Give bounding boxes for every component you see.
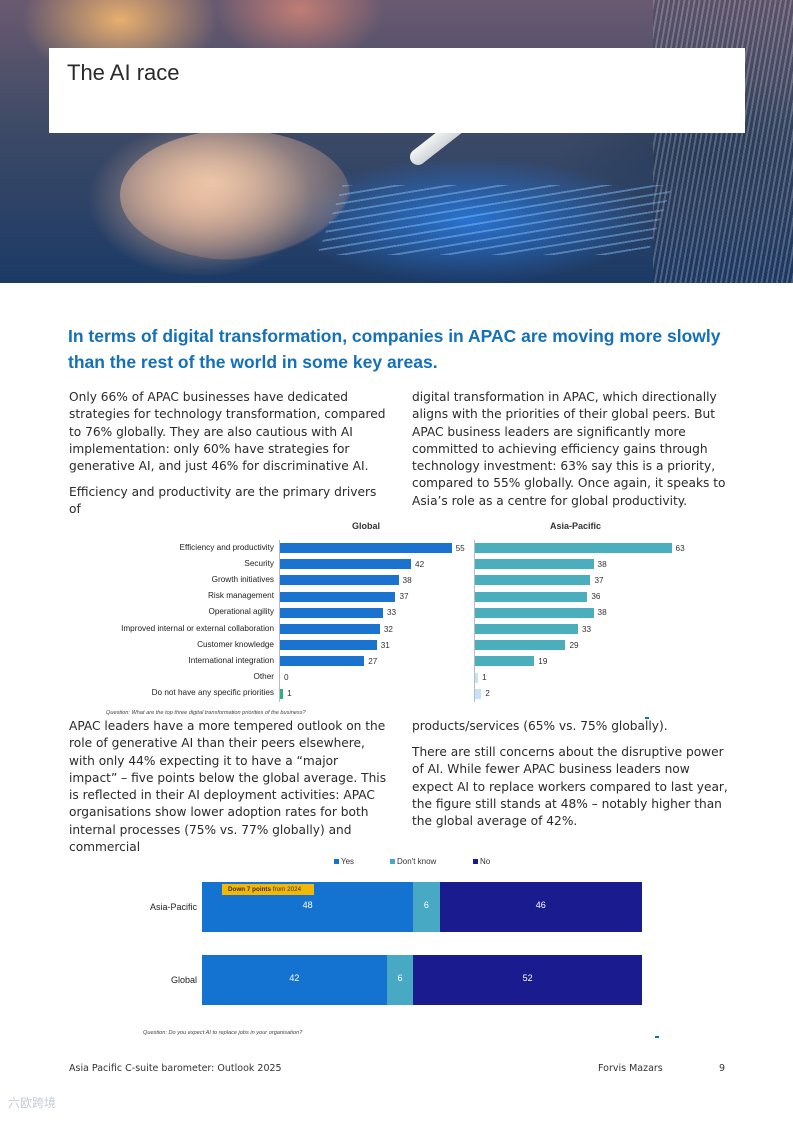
legend-dont-know-label: Don't know [397,857,437,866]
bar-value-global: 1 [287,689,292,699]
segment-value: 42 [289,973,300,983]
change-badge-bold: Down 7 points [228,886,272,893]
segment-value: 6 [397,973,403,983]
chart1-axis-global [279,540,280,702]
bar-global [280,559,412,570]
title-box: The AI race [49,48,745,133]
change-badge: Down 7 points from 2024 [222,884,314,895]
chart1-question: Question: What are the top three digital… [106,710,306,716]
segment-value: 46 [535,900,546,910]
footer-report-title: Asia Pacific C-suite barometer: Outlook … [69,1063,282,1074]
category-label: Do not have any specific priorities [151,688,274,698]
bar-apac [475,559,594,570]
bar-global [280,575,399,586]
category-label: Improved internal or external collaborat… [121,623,274,633]
row-label-global: Global [170,975,197,985]
bar-global [280,543,452,553]
bar-value-global: 31 [380,640,390,650]
legend-no: No [473,857,490,866]
bar-value-global: 32 [383,624,393,634]
change-badge-rest: from 2024 [271,886,302,893]
bar-value-global: 37 [399,592,409,602]
bar-value-global: 0 [284,673,289,683]
legend-yes: Yes [334,857,354,866]
legend-no-label: No [480,857,491,866]
bar-value-apac: 63 [675,543,685,553]
stacked-segment: 6 [413,882,440,932]
category-label: International integration [188,655,274,665]
hero-image [0,0,793,283]
headline: In terms of digital transformation, comp… [68,326,721,372]
row-label-apac: Asia-Pacific [149,902,197,912]
bar-value-apac: 36 [591,592,601,602]
bar-value-global: 42 [415,559,425,569]
bar-value-global: 38 [402,575,412,585]
legend-yes-swatch [334,859,339,864]
category-label: Other [253,672,274,682]
bar-apac [475,543,672,553]
chart1-title-apac: Asia-Pacific [550,521,602,531]
bar-global [280,640,377,651]
footer-brand: Forvis Mazars [598,1063,663,1074]
bar-global [280,656,365,667]
bar-apac [475,624,578,634]
legend-yes-label: Yes [341,857,355,866]
category-label: Operational agility [208,607,274,617]
col2-paragraph-1: digital transformation in APAC, which di… [412,390,726,508]
hand-graphic [120,130,350,260]
bar-value-global: 33 [386,608,397,618]
bar-apac [475,575,591,586]
decorative-mark [645,717,649,719]
bar-value-global: 27 [368,656,378,666]
segment-value: 52 [522,973,533,983]
col2-paragraph-2: products/services (65% vs. 75% globally)… [412,719,668,733]
bar-value-apac: 19 [538,656,548,666]
bar-global [280,591,396,602]
legend-dont-know-swatch [390,859,395,864]
bar-global [280,607,383,618]
bar-value-apac: 2 [485,689,490,699]
tablet-screen-graphic [317,185,673,255]
col1-paragraph-2: Efficiency and productivity are the prim… [69,485,377,517]
bar-value-apac: 29 [569,640,579,650]
legend-no-swatch [473,859,478,864]
stacked-segment: 6 [386,955,414,1005]
bar-apac [475,688,482,699]
bar-apac [475,607,594,618]
bar-apac [475,656,535,667]
legend-dont-know: Don't know [390,857,436,866]
shirt-graphic [653,0,793,283]
bar-value-apac: 37 [594,575,604,585]
bar-global [280,624,380,634]
chart2-question: Question: Do you expect AI to replace jo… [143,1030,303,1036]
stacked-segment: 52 [413,955,642,1005]
segment-value: 48 [302,900,313,910]
decorative-mark-2 [655,1036,659,1038]
bar-value-global: 55 [455,543,465,553]
category-label: Growth initiatives [211,574,274,584]
col1-paragraph-1: Only 66% of APAC businesses have dedicat… [69,390,386,474]
bar-apac [475,591,588,602]
bar-global [280,688,284,699]
bar-value-apac: 38 [597,559,607,569]
category-label: Risk management [208,591,274,601]
bar-value-apac: 33 [581,624,592,634]
segment-value: 6 [423,900,429,910]
bar-value-apac: 38 [597,608,607,618]
category-label: Security [244,558,274,568]
page-title: The AI race [67,60,180,85]
chart1-title-global: Global [352,521,381,531]
stacked-segment: 42 [202,955,387,1005]
watermark: 六欧跨境 [8,1096,57,1110]
category-label: Customer knowledge [197,639,274,649]
category-label: Efficiency and productivity [179,542,274,552]
page-number: 9 [719,1063,726,1074]
chart1-axis-apac [474,540,475,702]
col1-paragraph-3: APAC leaders have a more tempered outloo… [69,719,387,855]
bar-apac [475,672,479,683]
stacked-segment: 46 [439,882,642,932]
bar-apac [475,640,566,651]
bar-value-apac: 1 [482,673,487,683]
col2-paragraph-3: There are still concerns about the disru… [412,745,728,829]
